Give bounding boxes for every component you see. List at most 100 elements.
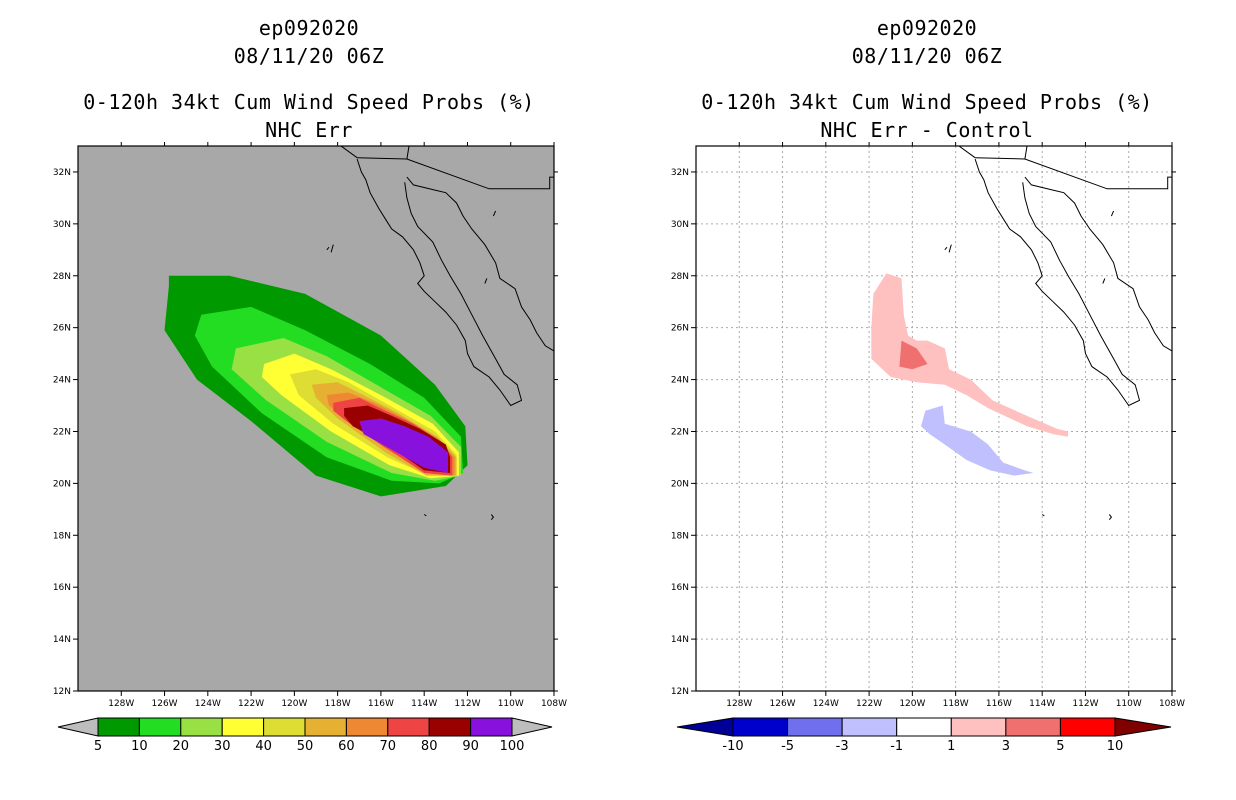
lon-label: 108W (541, 699, 567, 709)
map-frame (77, 145, 555, 692)
coastline (1102, 278, 1106, 284)
colorbar-label: 40 (255, 739, 272, 754)
lon-label: 126W (770, 699, 796, 709)
lon-label: 114W (1029, 699, 1055, 709)
lon-label: 112W (454, 699, 480, 709)
lat-label: 24N (671, 376, 689, 386)
coastline (356, 158, 523, 407)
coastline (944, 246, 948, 251)
lon-label: 114W (411, 699, 437, 709)
map-frame (695, 145, 1173, 692)
colorbar-swatch (428, 717, 472, 737)
product-title: 0-120h 34kt Cum Wind Speed Probs (%) (83, 90, 535, 114)
colorbar-over-triangle (1114, 717, 1172, 737)
coastline (1110, 210, 1115, 217)
lon-label: 118W (943, 699, 969, 709)
colorbar-under-triangle (676, 717, 734, 737)
lat-label: 14N (671, 635, 689, 645)
coastline (1041, 514, 1045, 517)
colorbar-label: 10 (131, 739, 148, 754)
coastline (406, 176, 554, 352)
colorbar-label: -10 (722, 739, 743, 754)
colorbar-label: 5 (1056, 739, 1064, 754)
colorbar-label: 10 (1107, 739, 1124, 754)
colorbar-swatch (138, 717, 182, 737)
colorbar-label: 30 (214, 739, 231, 754)
colorbar-label: 70 (380, 739, 397, 754)
panel-subtitle: NHC Err (265, 118, 353, 142)
contour--3--1 (921, 405, 1034, 476)
lat-label: 16N (53, 583, 71, 593)
colorbar-label: 80 (421, 739, 438, 754)
lon-label: 120W (899, 699, 925, 709)
lon-label: 116W (986, 699, 1012, 709)
colorbar-label: -1 (890, 739, 903, 754)
lat-label: 28N (53, 272, 71, 282)
colorbar-swatch (387, 717, 430, 737)
colorbar-label: 50 (297, 739, 314, 754)
colorbar-label: 5 (94, 739, 102, 754)
lat-label: 18N (671, 531, 689, 541)
storm-id: ep092020 (876, 16, 978, 40)
lon-label: 128W (108, 699, 134, 709)
lat-label: 18N (53, 531, 71, 541)
lat-label: 24N (53, 376, 71, 386)
political-border (357, 157, 554, 190)
colorbar-label: -5 (781, 739, 794, 754)
political-border (406, 146, 410, 160)
lat-label: 22N (53, 427, 71, 437)
coastline (974, 158, 1141, 407)
colorbar-label: 20 (173, 739, 190, 754)
lon-label: 120W (281, 699, 307, 709)
difference-map: 128W 126W 124W 122W 120W 118W 116W 114W 112W 110W… (671, 142, 1185, 754)
lon-label: 126W (152, 699, 178, 709)
colorbar-swatch (470, 717, 513, 737)
lon-label: 108W (1159, 699, 1185, 709)
lat-label: 14N (53, 635, 71, 645)
colorbar-label: -3 (836, 739, 849, 754)
lat-label: 32N (53, 168, 71, 178)
wind-prob-map: 128W 126W 124W 122W 120W 118W 116W 114W 112W 110W… (53, 142, 567, 754)
lon-label: 110W (1116, 699, 1142, 709)
lon-label: 110W (498, 699, 524, 709)
colorbar-swatch (97, 717, 140, 737)
product-title: 0-120h 34kt Cum Wind Speed Probs (%) (701, 90, 1153, 114)
lat-label: 32N (671, 168, 689, 178)
coastline (1108, 514, 1113, 521)
colorbar-swatch (1005, 717, 1061, 737)
lat-label: 20N (671, 479, 689, 489)
lon-label: 122W (856, 699, 882, 709)
colorbar-swatch (221, 717, 265, 737)
lat-label: 28N (671, 272, 689, 282)
colorbar-swatch (263, 717, 306, 737)
colorbar-swatch (732, 717, 789, 737)
contour-3-5 (899, 340, 928, 370)
contour-90-100 (359, 418, 448, 473)
colorbar-under-triangle (57, 717, 99, 737)
coastline (1024, 176, 1172, 352)
lat-label: 22N (671, 427, 689, 437)
datetime: 08/11/20 06Z (851, 44, 1003, 68)
map-layers (696, 146, 1172, 691)
colorbar-swatch (304, 717, 347, 737)
panel-right: ep092020 08/11/20 06Z 0-120h 34kt Cum Wi… (618, 0, 1236, 800)
coastline (330, 244, 334, 253)
colorbar-swatch (1059, 717, 1116, 737)
colorbar-swatch (345, 717, 389, 737)
lat-label: 12N (53, 687, 71, 697)
lat-label: 30N (671, 220, 689, 230)
coastline (492, 210, 497, 217)
lat-label: 12N (671, 687, 689, 697)
lon-label: 118W (325, 699, 351, 709)
lat-label: 16N (671, 583, 689, 593)
coastline (948, 244, 952, 253)
panel-left: ep092020 08/11/20 06Z 0-120h 34kt Cum Wi… (53, 16, 567, 754)
coastline (423, 514, 427, 517)
lon-label: 122W (238, 699, 264, 709)
colorbar-label: 1 (947, 739, 955, 754)
colorbar-swatch (180, 717, 223, 737)
lon-label: 112W (1072, 699, 1098, 709)
political-border (975, 157, 1172, 190)
datetime: 08/11/20 06Z (233, 44, 385, 68)
colorbar-label: 3 (1002, 739, 1010, 754)
